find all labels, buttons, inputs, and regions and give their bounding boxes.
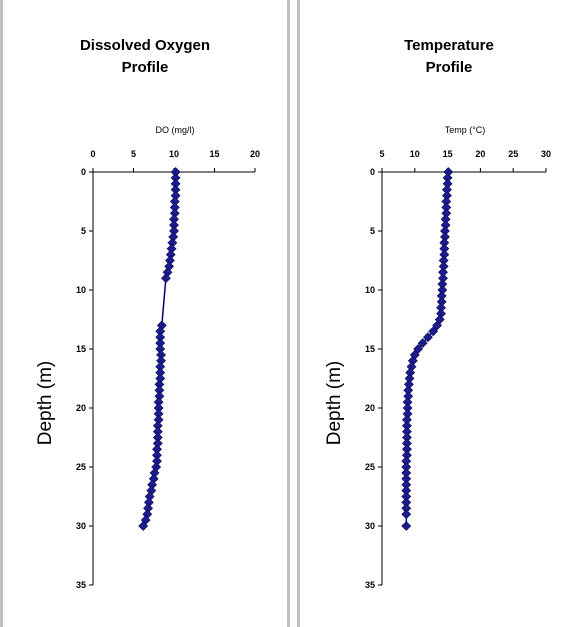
temp-y-tick-label: 15 (365, 344, 375, 354)
do-y-tick-label: 30 (76, 521, 86, 531)
temp-x-tick-label: 30 (541, 149, 551, 159)
temp-y-tick-label: 5 (370, 226, 375, 236)
do-y-tick-label: 0 (81, 167, 86, 177)
do-profile-chart: Dissolved Oxygen Profile DO (mg/l) 0 5 10 15 20… (35, 37, 260, 590)
temp-x-tick-label: 15 (443, 149, 453, 159)
do-data-point (160, 273, 171, 284)
do-data-point (138, 521, 149, 531)
temp-data-point (422, 332, 433, 343)
do-y-tick-label: 10 (76, 285, 86, 295)
temp-y-axis-label: Depth (m) (324, 361, 345, 445)
temp-y-tick-label: 35 (365, 580, 375, 590)
do-y-tick-label: 25 (76, 462, 86, 472)
do-x-tick-label: 5 (131, 149, 136, 159)
do-y-axis-label: Depth (m) (35, 361, 56, 445)
temp-x-tick-label: 5 (379, 149, 384, 159)
do-x-tick-label: 0 (90, 149, 95, 159)
do-x-tick-label: 15 (209, 149, 219, 159)
temperature-chart-panel: Temperature Profile Temp (°C) 5 10 15 20 25 30 0 5… (297, 0, 574, 627)
do-y-tick-label: 5 (81, 226, 86, 236)
temp-y-tick-label: 25 (365, 462, 375, 472)
do-y-tick-label: 15 (76, 344, 86, 354)
do-chart-title-line: Profile (122, 59, 169, 76)
temp-y-tick-label: 20 (365, 403, 375, 413)
temp-data-point (432, 320, 443, 331)
temp-y-tick-label: 30 (365, 521, 375, 531)
do-x-tick-label: 20 (250, 149, 260, 159)
temp-chart-title-line: Temperature (404, 37, 494, 54)
do-x-axis-label: DO (mg/l) (156, 125, 195, 135)
do-chart-panel: Dissolved Oxygen Profile DO (mg/l) 0 5 10 15 20… (0, 0, 290, 627)
temp-chart-title-line: Profile (426, 59, 473, 76)
temp-data-point (401, 521, 412, 531)
do-chart-title-line: Dissolved Oxygen (80, 37, 210, 54)
temp-x-tick-label: 25 (508, 149, 518, 159)
temp-y-tick-label: 10 (365, 285, 375, 295)
temp-data-point (428, 326, 439, 337)
do-y-tick-label: 35 (76, 580, 86, 590)
temp-y-tick-label: 0 (370, 167, 375, 177)
do-y-tick-label: 20 (76, 403, 86, 413)
temp-x-tick-label: 20 (475, 149, 485, 159)
temp-x-tick-label: 10 (410, 149, 420, 159)
temp-x-axis-label: Temp (°C) (445, 125, 486, 135)
temp-data-point (417, 338, 428, 349)
do-x-tick-label: 10 (169, 149, 179, 159)
temp-data-point (401, 509, 412, 520)
